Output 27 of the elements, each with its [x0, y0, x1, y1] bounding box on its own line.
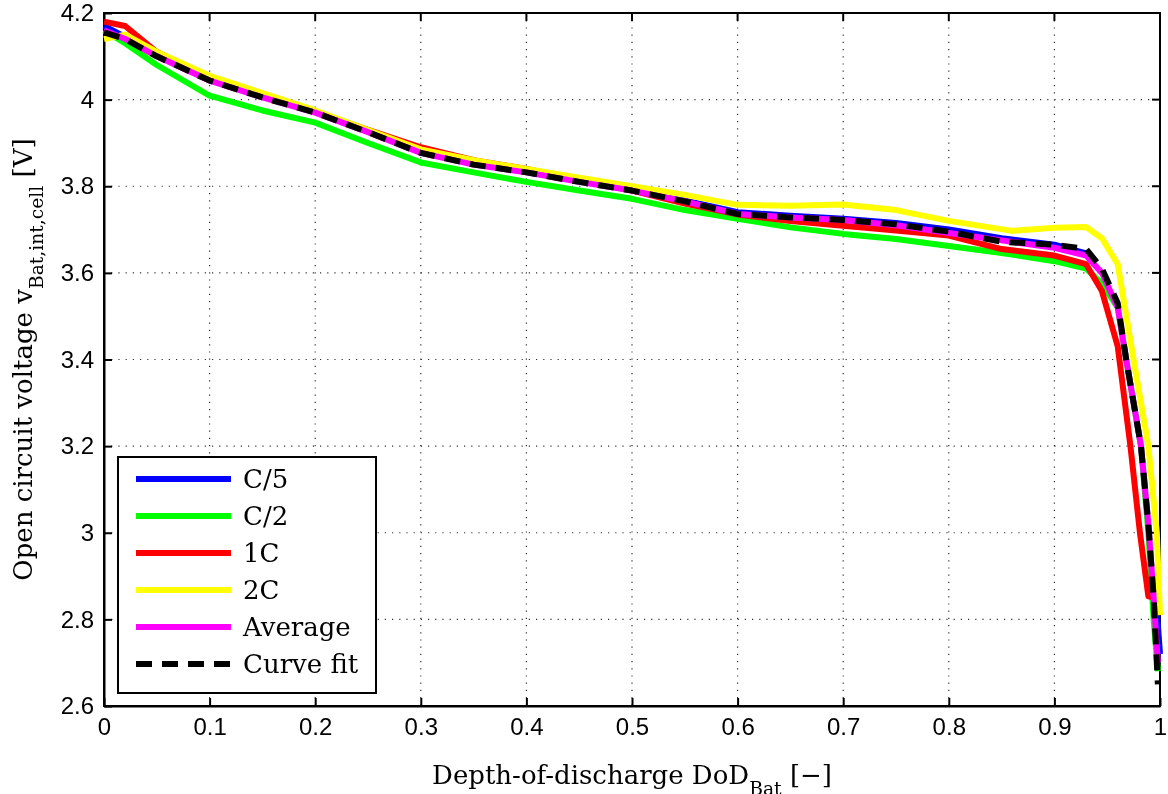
x-tick-label: 0.3 [404, 713, 438, 741]
legend-label: C/2 [243, 501, 289, 531]
x-tick-label: 0.7 [827, 713, 861, 741]
y-tick-label: 4.2 [60, 0, 94, 27]
x-tick-label: 1 [1153, 713, 1168, 741]
legend-label: C/5 [243, 464, 289, 494]
x-tick-label: 0.8 [932, 713, 966, 741]
y-tick-label: 3.2 [60, 432, 94, 460]
x-axis-title: Depth-of-discharge DoD$_{Bat}$ [−] [432, 760, 832, 794]
x-tick-label: 0.9 [1038, 713, 1072, 741]
y-tick-label: 3.4 [60, 345, 94, 373]
y-tick-label: 2.6 [60, 692, 94, 720]
x-tick-label: 0.5 [615, 713, 650, 741]
legend-label: Average [242, 612, 351, 642]
x-tick-label: 0 [97, 713, 112, 741]
y-tick-label: 3 [80, 518, 94, 546]
legend-label: 1C [243, 538, 280, 568]
y-tick-label: 2.8 [60, 605, 94, 633]
y-tick-label: 3.6 [60, 259, 94, 287]
x-tick-label: 0.2 [299, 713, 333, 741]
y-tick-label: 4 [80, 85, 94, 113]
legend-label: 2C [243, 575, 280, 605]
x-tick-label: 0.4 [510, 713, 544, 741]
x-tick-label: 0.6 [721, 713, 755, 741]
legend-label: Curve fit [243, 649, 359, 679]
y-tick-label: 3.8 [60, 172, 94, 200]
x-tick-label: 0.1 [193, 713, 227, 741]
